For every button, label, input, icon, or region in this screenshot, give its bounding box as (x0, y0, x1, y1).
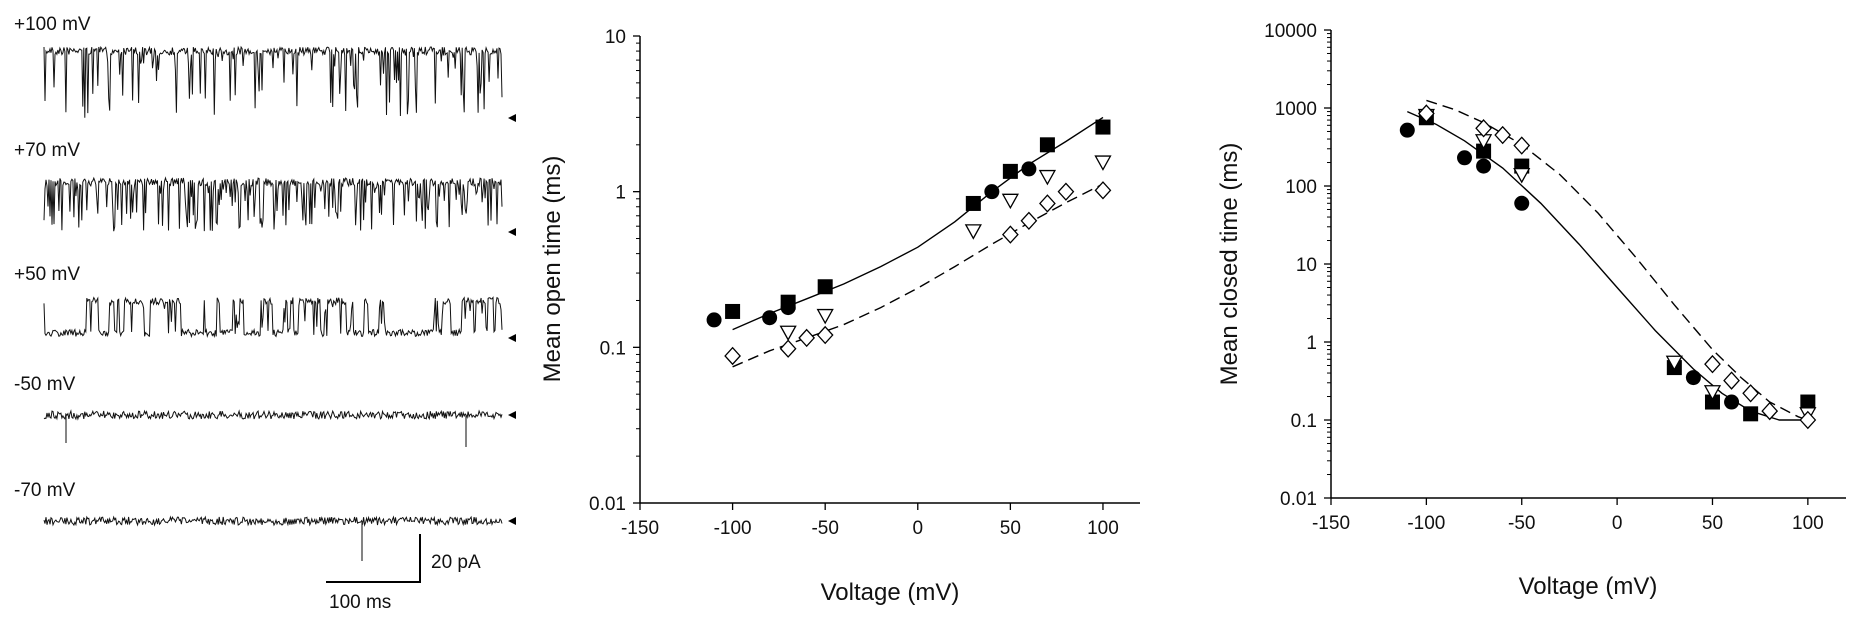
fit-curve-dashed (732, 183, 1104, 368)
single-channel-traces-panel: +100 mV +70 mV +50 mV -50 mV -70 mV 20 pA 10… (14, 14, 516, 613)
closed-level-arrow (508, 114, 516, 122)
y-tick-label: 1 (615, 183, 626, 204)
y-tick-label: 1 (1306, 333, 1317, 354)
open-diamond-point (1513, 136, 1531, 155)
filled-circle-point (1457, 150, 1473, 166)
y-tick-label: 0.01 (1280, 489, 1317, 510)
filled-circle-point (1399, 122, 1415, 138)
open-diamond-point (1742, 384, 1760, 403)
y-tick-label: 10 (605, 27, 626, 48)
open-diamond-point (1494, 125, 1512, 145)
x-axis-title: Voltage (mV) (821, 579, 960, 606)
open-diamond-point (1020, 211, 1038, 231)
filled-square-point (1476, 143, 1492, 159)
open-triangle-down-point (1665, 355, 1683, 372)
open-diamond-point (1723, 371, 1740, 390)
filled-circle-point (762, 310, 778, 326)
open-diamond-point (1799, 410, 1817, 430)
y-tick-label: 0.01 (589, 494, 626, 515)
trace-voltage-label: +50 mV (14, 264, 80, 285)
current-trace (43, 45, 503, 118)
x-tick-label: -100 (714, 518, 752, 539)
scale-bar: 20 pA 100 ms (326, 534, 481, 613)
current-trace (43, 296, 503, 339)
filled-square-point (1039, 137, 1055, 153)
closed-level-arrow (508, 228, 516, 236)
x-tick-label: -100 (1407, 513, 1445, 534)
x-tick-label: -150 (1312, 513, 1350, 534)
filled-circle-point (1685, 370, 1701, 386)
x-tick-label: -50 (811, 518, 838, 539)
closed-level-arrow (508, 334, 516, 342)
y-tick-label: 1000 (1275, 99, 1317, 120)
filled-square-point (965, 195, 981, 211)
y-axis-title: Mean closed time (ms) (1216, 143, 1243, 386)
open-diamond-point (816, 325, 834, 345)
filled-square-point (725, 303, 741, 319)
x-tick-label: 0 (1612, 513, 1623, 534)
x-tick-label: -150 (621, 518, 659, 539)
filled-circle-point (1514, 195, 1530, 211)
open-diamond-point (1761, 401, 1779, 421)
open-diamond-point (1475, 119, 1492, 138)
trace-voltage-label: -70 mV (14, 480, 76, 501)
open-diamond-point (1001, 225, 1019, 244)
scale-bar-current-label: 20 pA (431, 552, 481, 573)
x-tick-label: 100 (1792, 513, 1824, 534)
y-tick-label: 10 (1296, 255, 1317, 276)
y-tick-label: 10000 (1264, 21, 1317, 42)
filled-square-point (1002, 163, 1018, 179)
open-triangle-down-point (779, 325, 797, 342)
open-triangle-down-point (1001, 193, 1019, 210)
open-triangle-down-point (964, 224, 982, 240)
open-diamond-point (1094, 181, 1112, 200)
filled-square-point (780, 294, 796, 310)
open-diamond-point (724, 346, 741, 366)
open-triangle-down-point (1703, 385, 1722, 401)
current-trace (43, 515, 503, 527)
mean-closed-time-chart: -150 -100 -50 0 50 1000.010.1110100100010000 … (1216, 21, 1846, 600)
y-tick-label: 0.1 (600, 338, 626, 359)
mean-open-time-chart: -150 -100 -50 0 50 100 0.01 0.1 1 10 Mean open ti… (539, 27, 1140, 606)
trace-voltage-label: -50 mV (14, 374, 76, 395)
current-trace (43, 176, 503, 232)
open-triangle-down-point (816, 308, 834, 325)
y-axis-title: Mean open time (ms) (539, 156, 566, 383)
filled-square-point (1743, 406, 1759, 422)
open-diamond-point (779, 339, 797, 358)
x-tick-label: 0 (912, 518, 923, 539)
filled-circle-point (1476, 158, 1492, 174)
open-triangle-down-point (1513, 167, 1531, 184)
open-triangle-down-point (1038, 169, 1057, 186)
x-axis-title: Voltage (mV) (1519, 573, 1658, 600)
filled-square-point (1704, 394, 1720, 410)
filled-square-point (1800, 394, 1816, 410)
scale-bar-time-label: 100 ms (329, 592, 391, 613)
current-trace (43, 409, 503, 421)
x-tick-label: 100 (1087, 518, 1119, 539)
filled-circle-point (706, 312, 722, 328)
open-triangle-down-point (1094, 155, 1112, 171)
y-tick-label: 0.1 (1291, 411, 1317, 432)
open-diamond-point (1417, 104, 1435, 123)
closed-level-arrow (508, 411, 516, 419)
y-tick-label: 100 (1285, 177, 1317, 198)
open-diamond-point (1039, 194, 1056, 213)
open-diamond-point (1057, 182, 1075, 201)
trace-voltage-label: +100 mV (14, 14, 91, 35)
filled-circle-point (1724, 394, 1740, 410)
filled-square-point (1095, 119, 1111, 135)
filled-circle-point (984, 184, 1000, 200)
filled-circle-point (1021, 161, 1037, 177)
closed-level-arrow (508, 517, 516, 525)
open-diamond-point (798, 328, 816, 348)
filled-square-point (817, 279, 833, 295)
trace-voltage-label: +70 mV (14, 140, 80, 161)
x-tick-label: -50 (1508, 513, 1535, 534)
x-tick-label: 50 (1702, 513, 1723, 534)
x-tick-label: 50 (1000, 518, 1021, 539)
open-diamond-point (1704, 354, 1721, 374)
